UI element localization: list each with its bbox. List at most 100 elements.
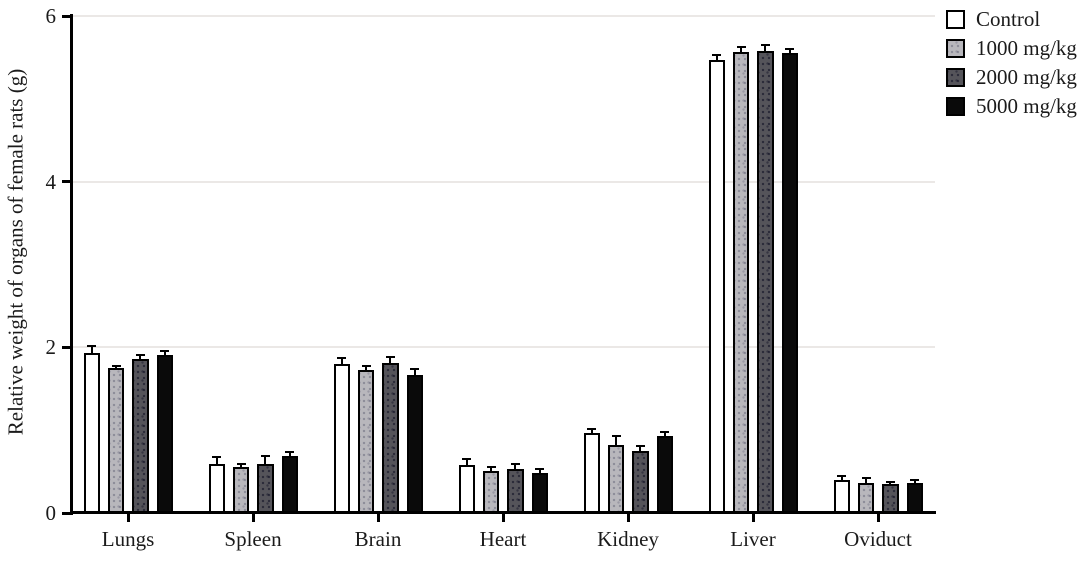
bar-kidney-1000-mg-kg <box>607 445 625 513</box>
errorbar-cap-liver-2 <box>760 44 770 46</box>
errorbar-stem-heart-3 <box>538 469 541 474</box>
bar-liver-control <box>708 59 725 513</box>
bar-spleen-control <box>208 464 225 513</box>
x-tick-oviduct <box>876 514 880 522</box>
errorbar-stem-spleen-1 <box>240 464 243 467</box>
errorbar-cap-oviduct-0 <box>837 474 847 477</box>
errorbar-stem-kidney-1 <box>615 436 618 446</box>
errorbar-stem-liver-2 <box>764 45 767 51</box>
errorbar-stem-lungs-3 <box>163 350 166 355</box>
errorbar-stem-kidney-3 <box>663 431 666 436</box>
y-axis-title: Relative weight of organs of female rats… <box>3 68 28 436</box>
bar-heart-control <box>458 465 475 513</box>
legend-label-2: 2000 mg/kg <box>976 65 1077 89</box>
errorbar-cap-spleen-3 <box>285 450 295 453</box>
legend-item-1: 1000 mg/kg <box>946 38 1077 59</box>
errorbar-stem-oviduct-2 <box>889 481 892 484</box>
errorbar-cap-heart-1 <box>486 465 496 468</box>
bar-lungs-5000-mg-kg <box>156 354 173 513</box>
y-tick-6 <box>62 14 71 18</box>
errorbar-stem-oviduct-0 <box>840 475 843 480</box>
bar-heart-2000-mg-kg <box>507 469 524 513</box>
errorbar-cap-kidney-2 <box>635 444 645 447</box>
errorbar-stem-oviduct-3 <box>913 479 916 484</box>
bar-kidney-5000-mg-kg <box>656 436 673 513</box>
errorbar-stem-spleen-3 <box>288 451 291 456</box>
bar-spleen-1000-mg-kg <box>232 466 250 513</box>
bar-lungs-1000-mg-kg <box>107 368 125 513</box>
bar-lungs-2000-mg-kg <box>132 358 149 513</box>
legend-item-0: Control <box>946 7 1077 31</box>
errorbar-stem-brain-2 <box>389 357 392 364</box>
bar-kidney-2000-mg-kg <box>632 450 649 513</box>
bar-brain-5000-mg-kg <box>406 374 423 513</box>
errorbar-cap-spleen-0 <box>212 455 222 458</box>
bar-heart-1000-mg-kg <box>482 470 500 513</box>
bar-spleen-5000-mg-kg <box>281 455 298 513</box>
y-axis-line <box>70 14 73 515</box>
errorbar-cap-oviduct-2 <box>885 480 895 483</box>
x-tick-heart <box>501 514 505 522</box>
errorbar-cap-brain-3 <box>410 367 420 370</box>
gridline-y2 <box>72 346 935 349</box>
y-tick-label-2: 2 <box>45 335 57 360</box>
errorbar-stem-brain-3 <box>413 368 416 375</box>
errorbar-cap-brain-2 <box>385 356 395 359</box>
bar-oviduct-2000-mg-kg <box>882 484 899 513</box>
errorbar-stem-liver-1 <box>740 46 743 52</box>
bar-oviduct-control <box>833 479 850 513</box>
x-label-kidney: Kidney <box>597 527 659 551</box>
bar-liver-1000-mg-kg <box>732 51 750 513</box>
errorbar-stem-spleen-2 <box>264 455 267 465</box>
errorbar-cap-lungs-0 <box>87 344 97 347</box>
errorbar-cap-spleen-2 <box>260 454 270 457</box>
errorbar-cap-heart-2 <box>510 463 520 466</box>
errorbar-cap-heart-3 <box>535 468 545 471</box>
y-tick-label-4: 4 <box>45 169 57 194</box>
errorbar-stem-heart-1 <box>490 466 493 471</box>
bar-spleen-2000-mg-kg <box>257 464 274 513</box>
errorbar-stem-liver-3 <box>788 49 791 54</box>
legend-label-0: Control <box>976 7 1041 31</box>
x-tick-kidney <box>626 514 630 522</box>
bar-liver-2000-mg-kg <box>757 50 774 513</box>
bar-kidney-control <box>583 432 600 513</box>
errorbar-cap-brain-1 <box>361 364 371 367</box>
errorbar-stem-lungs-2 <box>139 354 142 359</box>
legend-swatch-2 <box>946 67 965 87</box>
errorbar-cap-oviduct-1 <box>861 477 871 480</box>
x-label-liver: Liver <box>730 527 776 551</box>
x-tick-brain <box>376 514 380 522</box>
x-label-oviduct: Oviduct <box>844 527 912 551</box>
x-label-lungs: Lungs <box>101 527 155 551</box>
errorbar-stem-brain-0 <box>340 358 343 364</box>
errorbar-cap-lungs-3 <box>160 349 170 352</box>
bar-brain-control <box>333 363 350 513</box>
errorbar-cap-brain-0 <box>337 357 347 360</box>
errorbar-stem-brain-1 <box>365 365 368 370</box>
y-tick-4 <box>62 180 71 184</box>
bar-brain-2000-mg-kg <box>382 363 399 513</box>
x-tick-lungs <box>126 514 130 522</box>
errorbar-stem-liver-0 <box>715 54 718 60</box>
errorbar-cap-liver-0 <box>712 53 722 56</box>
legend-item-3: 5000 mg/kg <box>946 96 1077 117</box>
errorbar-stem-lungs-1 <box>115 365 118 369</box>
bar-heart-5000-mg-kg <box>531 473 548 513</box>
x-tick-liver <box>751 514 755 522</box>
errorbar-cap-lungs-2 <box>135 353 145 356</box>
x-axis-line <box>70 511 936 514</box>
gridline-y4 <box>72 180 935 183</box>
bar-liver-5000-mg-kg <box>781 53 798 513</box>
errorbar-cap-heart-0 <box>462 458 472 461</box>
legend-item-2: 2000 mg/kg <box>946 65 1077 89</box>
legend-swatch-3 <box>946 96 965 116</box>
errorbar-cap-lungs-1 <box>111 364 121 367</box>
legend: Control 1000 mg/kg 2000 mg/kg 5000 mg/kg <box>946 9 1077 125</box>
legend-swatch-1 <box>946 38 965 58</box>
x-label-spleen: Spleen <box>224 527 282 551</box>
errorbar-cap-kidney-1 <box>611 435 621 437</box>
bar-brain-1000-mg-kg <box>357 369 375 513</box>
errorbar-stem-kidney-0 <box>590 429 593 433</box>
